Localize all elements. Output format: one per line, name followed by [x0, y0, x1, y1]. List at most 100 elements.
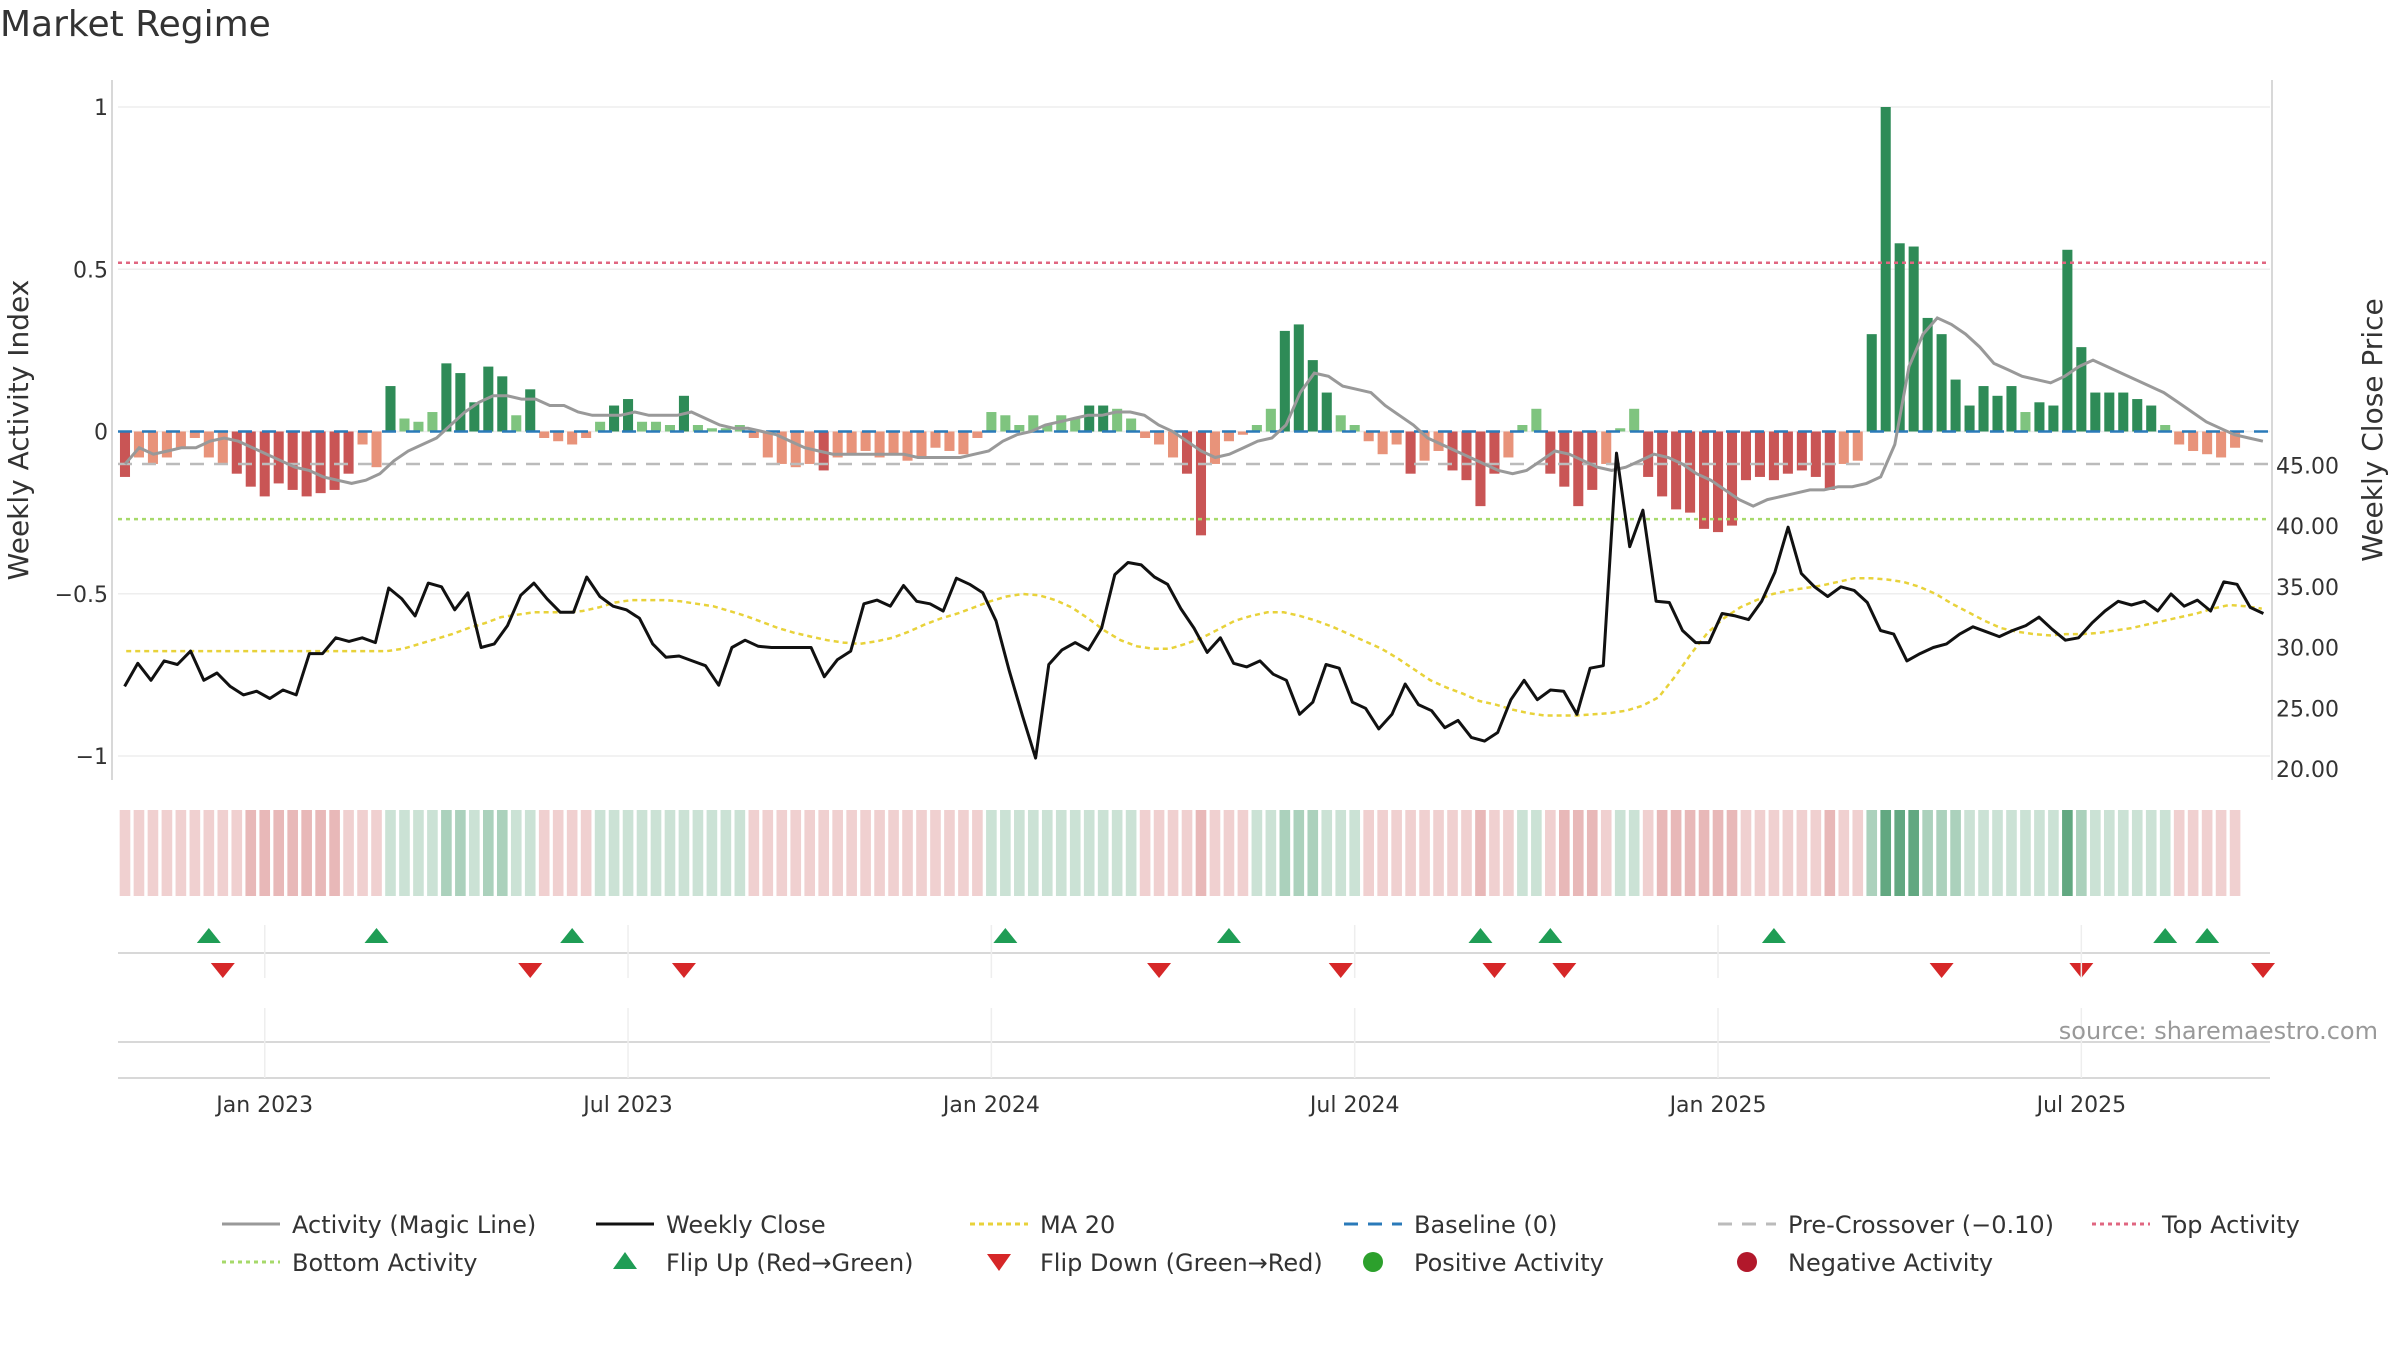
activity-bar — [301, 431, 312, 497]
regime-strip-cell — [2048, 810, 2059, 896]
activity-bars — [119, 107, 2241, 536]
flip-down-marker — [1328, 963, 1353, 978]
regime-strip-cell — [329, 810, 340, 896]
regime-strip-cell — [1586, 810, 1598, 896]
activity-bar — [1307, 360, 1318, 432]
regime-strip-cell — [2006, 810, 2017, 896]
regime-strip-cell — [2020, 810, 2031, 896]
right-tick-label: 35.00 — [2276, 576, 2339, 601]
regime-strip-cell — [1531, 810, 1542, 896]
regime-strip-cell — [916, 810, 927, 896]
activity-bar — [832, 431, 843, 458]
right-tick-label: 20.00 — [2276, 758, 2339, 783]
activity-bar — [1405, 431, 1416, 474]
regime-strip-cell — [1936, 810, 1947, 896]
activity-bar — [1279, 330, 1290, 432]
x-tick-label: Jul 2025 — [2035, 1093, 2127, 1118]
activity-bar — [1181, 431, 1193, 474]
regime-strip-cell — [1461, 810, 1472, 896]
regime-strip-cell — [1069, 810, 1081, 896]
activity-bar — [1894, 243, 1905, 432]
regime-strip-cell — [1600, 810, 1612, 896]
regime-strip-cell — [2062, 810, 2073, 896]
regime-strip-cell — [1992, 810, 2003, 896]
regime-strip-cell — [1950, 810, 1961, 896]
activity-bar — [1419, 431, 1430, 461]
regime-strip-cell — [1419, 810, 1430, 896]
regime-strip-cell — [762, 810, 774, 896]
activity-bar — [623, 399, 634, 432]
activity-bar — [161, 431, 172, 458]
flip-down-marker — [1929, 963, 1954, 978]
right-tick-label: 40.00 — [2276, 515, 2339, 540]
activity-bar — [1112, 408, 1123, 432]
regime-strip-cell — [1125, 810, 1137, 896]
regime-strip-cell — [1866, 810, 1878, 896]
regime-strip-cell — [2187, 810, 2199, 896]
flip-down-marker — [210, 963, 235, 978]
legend-item-pre-crossover: Pre-Crossover (−0.10) — [1718, 1211, 2054, 1239]
regime-strip-cell — [930, 810, 941, 896]
activity-bar — [189, 431, 200, 438]
activity-bar — [1643, 431, 1654, 477]
flip-up-marker — [364, 928, 389, 943]
series-lines — [118, 261, 2270, 760]
activity-bar — [944, 431, 955, 451]
chart-title: Market Regime — [0, 4, 271, 45]
regime-strip-cell — [427, 810, 438, 896]
regime-strip-cell — [636, 810, 648, 896]
regime-strip-cell — [1041, 810, 1053, 896]
flip-up-marker — [196, 928, 221, 943]
activity-bar — [329, 431, 340, 490]
regime-strip-cell — [1796, 810, 1808, 896]
activity-bar — [720, 428, 731, 432]
legend-item-top-activity: Top Activity — [2092, 1211, 2300, 1239]
left-tick-label: −1 — [76, 745, 108, 770]
regime-strip-cell — [888, 810, 899, 896]
activity-bar — [790, 431, 801, 468]
regime-strip-cell — [958, 810, 969, 896]
activity-bar — [2118, 392, 2129, 432]
x-tick-label: Jul 2024 — [1308, 1093, 1400, 1118]
legend-label-negative: Negative Activity — [1788, 1249, 1993, 1277]
regime-strip-cell — [1740, 810, 1752, 896]
legend-item-bottom-activity: Bottom Activity — [222, 1249, 477, 1277]
flip-up-marker — [993, 928, 1018, 943]
regime-strip-cell — [1237, 810, 1249, 896]
activity-bar — [1852, 431, 1863, 461]
regime-strip-cell — [1307, 810, 1319, 896]
regime-strip-cell — [2215, 810, 2227, 896]
activity-bar — [357, 431, 368, 445]
regime-strip-cell — [1111, 810, 1123, 896]
activity-bar — [1824, 431, 1835, 490]
regime-strip-cell — [1964, 810, 1975, 896]
regime-strip-cell — [1293, 810, 1305, 896]
regime-strip-cell — [343, 810, 354, 896]
activity-bar — [860, 431, 871, 451]
activity-bar — [2062, 249, 2073, 432]
regime-strip-cell — [1726, 810, 1738, 896]
activity-bar — [245, 431, 256, 487]
regime-strip-cell — [1880, 810, 1892, 896]
activity-bar — [511, 415, 522, 432]
regime-strip-cell — [748, 810, 760, 896]
activity-bar — [217, 431, 228, 464]
activity-bar — [762, 431, 773, 458]
regime-strip-cell — [790, 810, 802, 896]
regime-strip-cell — [2201, 810, 2213, 896]
activity-bar — [1922, 317, 1933, 432]
activity-bar — [1559, 431, 1570, 487]
regime-strip-cell — [441, 810, 452, 896]
activity-bar — [1740, 431, 1752, 481]
regime-strip-cell — [2090, 810, 2101, 896]
activity-bar — [1195, 431, 1207, 536]
activity-bar — [986, 412, 997, 432]
activity-bar — [1363, 431, 1374, 442]
activity-bar — [1126, 418, 1137, 432]
activity-bar — [1321, 392, 1332, 432]
regime-strip-cell — [1181, 810, 1193, 896]
activity-bar — [469, 402, 480, 432]
flip-up-marker — [1761, 928, 1786, 943]
activity-bar — [1209, 431, 1220, 464]
activity-bar — [874, 431, 885, 458]
